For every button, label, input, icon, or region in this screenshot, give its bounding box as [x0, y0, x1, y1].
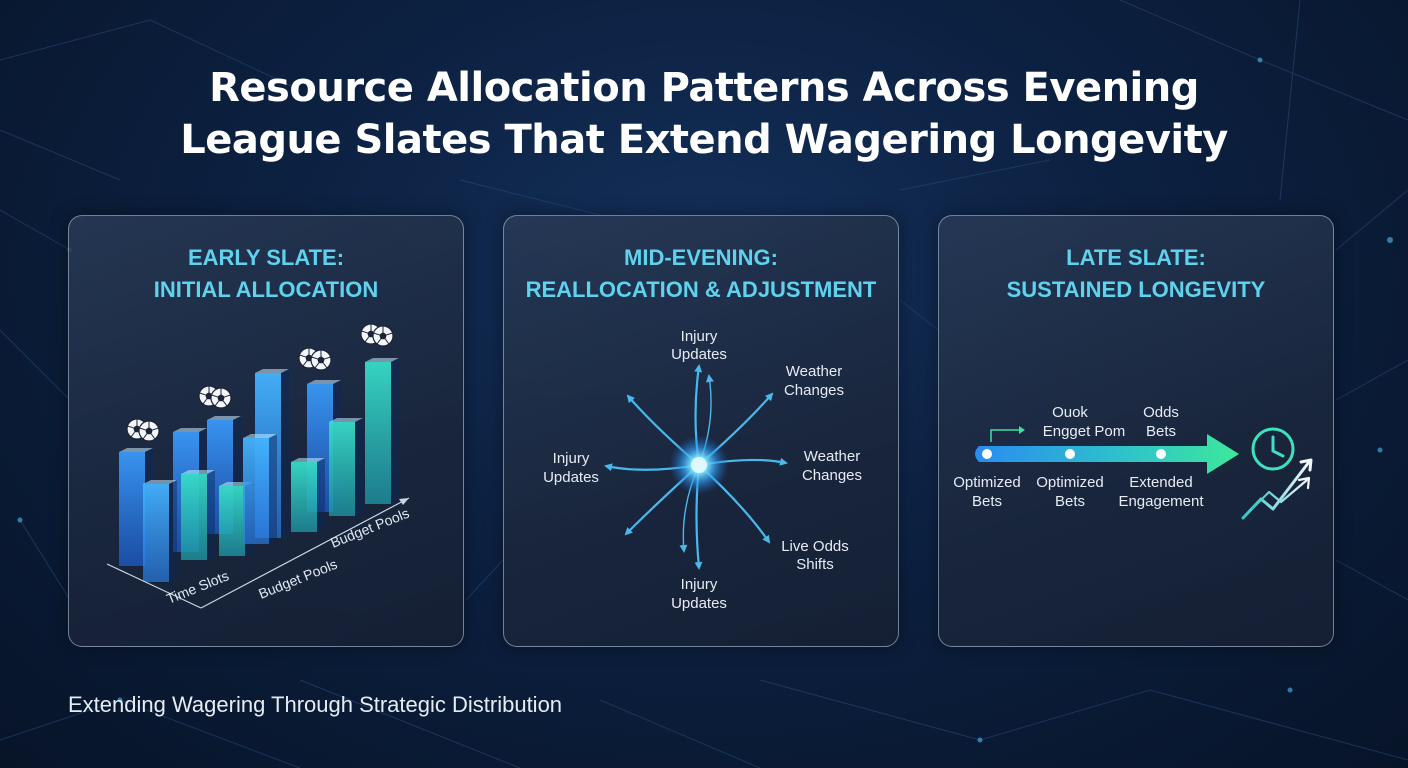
trend-up-icon — [1241, 458, 1313, 520]
label-left-line-1: Injury — [553, 450, 590, 467]
late-slate-panel: LATE SLATE: SUSTAINED LONGEVITY Ouok Eng… — [938, 215, 1334, 647]
bar-chart-3d: Time Slots Budget Pools Budget Pools — [106, 323, 411, 609]
bottom-label-3-line-2: Engagement — [1118, 493, 1204, 510]
bottom-label-1-line-1: Optimized — [953, 474, 1021, 491]
early-slate-heading-line-1: EARLY SLATE: — [187, 245, 345, 270]
label-top-line-2: Updates — [671, 346, 727, 363]
top-label-2-line-2: Bets — [1146, 423, 1176, 440]
bottom-label-1-line-2: Bets — [972, 493, 1002, 510]
radial-diagram: Injury Updates Weather Changes Weather C… — [543, 328, 862, 612]
label-right-line-2: Changes — [802, 467, 862, 484]
timeline-node-2 — [1065, 449, 1075, 459]
timeline-arrow — [975, 434, 1239, 474]
label-top-line-1: Injury — [681, 328, 718, 345]
timeline-node-1 — [982, 449, 992, 459]
bar-front-5 — [291, 458, 325, 532]
bar-front-6 — [329, 418, 363, 516]
label-left-line-2: Updates — [543, 469, 599, 486]
top-label-2-line-1: Odds — [1143, 404, 1179, 421]
page-title: Resource Allocation Patterns Across Even… — [0, 62, 1408, 166]
label-right-line-1: Weather — [804, 448, 860, 465]
soccer-ball-icon — [126, 418, 160, 442]
soccer-ball-icon — [298, 347, 332, 371]
budget-pools-label-front: Budget Pools — [256, 556, 339, 602]
clock-icon — [1251, 427, 1295, 471]
late-slate-heading-line-2: SUSTAINED LONGEVITY — [1006, 277, 1266, 302]
x-axis-line — [106, 563, 202, 609]
connector-arrowhead — [1019, 426, 1025, 434]
late-slate-heading-line-1: LATE SLATE: — [1066, 245, 1206, 270]
bottom-label-3-line-1: Extended — [1129, 474, 1192, 491]
mid-evening-heading-line-1: MID-EVENING: — [624, 245, 778, 270]
mid-evening-heading: MID-EVENING: REALLOCATION & ADJUSTMENT — [504, 242, 898, 306]
timeline-node-3 — [1156, 449, 1166, 459]
early-slate-heading: EARLY SLATE: INITIAL ALLOCATION — [69, 242, 463, 306]
label-bottom-line-1: Injury — [681, 576, 718, 593]
mid-evening-panel: MID-EVENING: REALLOCATION & ADJUSTMENT — [503, 215, 899, 647]
late-slate-heading: LATE SLATE: SUSTAINED LONGEVITY — [939, 242, 1333, 306]
label-top-right-line-2: Changes — [784, 382, 844, 399]
page-title-line-1: Resource Allocation Patterns Across Even… — [209, 65, 1199, 111]
top-label-1-line-1: Ouok — [1052, 404, 1088, 421]
bar-front-4 — [243, 434, 277, 544]
bottom-label-2-line-1: Optimized — [1036, 474, 1104, 491]
timeline-diagram: Ouok Engget Pom Odds Bets Optimized Bets… — [953, 404, 1313, 520]
early-slate-heading-line-2: INITIAL ALLOCATION — [153, 277, 379, 302]
label-top-right-line-1: Weather — [786, 363, 842, 380]
label-bottom-right-line-2: Shifts — [796, 556, 834, 573]
y-axis-line — [200, 497, 410, 609]
footer-caption: Extending Wagering Through Strategic Dis… — [68, 692, 563, 717]
y-axis-arrow — [399, 498, 409, 505]
page-title-line-2: League Slates That Extend Wagering Longe… — [180, 117, 1228, 163]
bar-back-6 — [365, 358, 399, 504]
bottom-label-2-line-2: Bets — [1055, 493, 1085, 510]
connector-line — [990, 429, 1021, 442]
mid-evening-heading-line-2: REALLOCATION & ADJUSTMENT — [525, 277, 877, 302]
soccer-ball-icon — [198, 385, 232, 409]
soccer-ball-icon — [360, 323, 394, 347]
top-label-1-line-2: Engget Pom — [1043, 423, 1126, 440]
bars-front-row — [143, 418, 363, 582]
bar-front-1 — [143, 480, 177, 582]
bar-front-2 — [181, 470, 215, 560]
early-slate-panel: EARLY SLATE: INITIAL ALLOCATION — [68, 215, 464, 647]
center-node — [691, 457, 707, 473]
label-bottom-right-line-1: Live Odds — [781, 538, 849, 555]
label-bottom-line-2: Updates — [671, 595, 727, 612]
